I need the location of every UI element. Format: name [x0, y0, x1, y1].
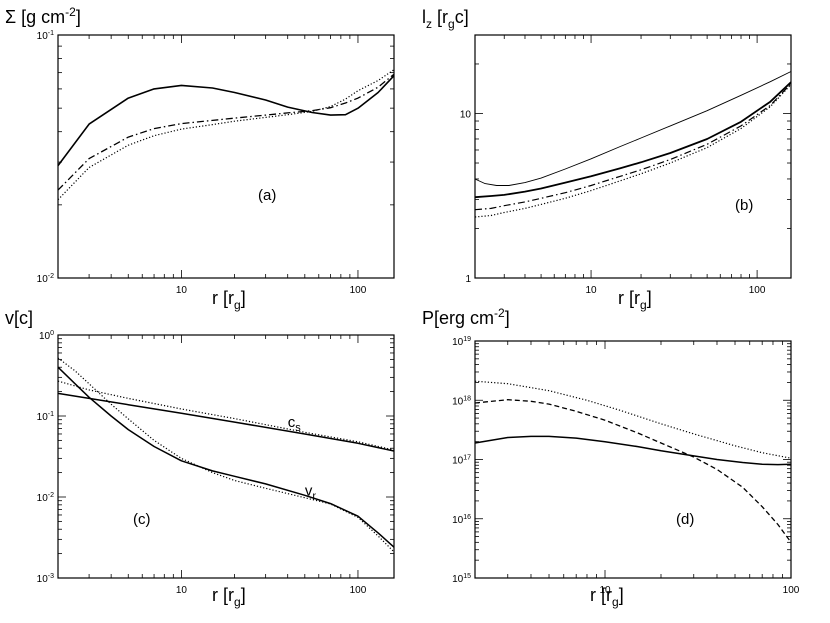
y-tick-label: 10 [460, 109, 472, 120]
series-dash-dot [57, 73, 395, 191]
panel-label: (b) [735, 197, 753, 214]
y-tick-label: 10-2 [37, 273, 54, 285]
x-tick-label: 10 [585, 285, 597, 296]
panel-c: 10 100 10-3 10-2 10-1 100 v[c] r [rg] (c) cs vr [5, 308, 395, 609]
x-tick-label: 100 [749, 285, 766, 296]
x-minor-ticks [474, 341, 792, 578]
series-cs-solid [57, 392, 395, 452]
series-dotted [474, 84, 792, 218]
series-vr-solid [57, 366, 395, 548]
panel-a: 10 100 10-2 10-1 Σ [g cm-2] r [rg] (a) [5, 5, 395, 312]
series-thick-solid [474, 81, 792, 199]
y-minor-ticks [475, 340, 791, 579]
plot-frame [57, 334, 395, 579]
x-tick-label: 10 [599, 585, 611, 596]
x-axis-title: r [rg] [212, 585, 246, 609]
y-tick-label: 10-1 [37, 30, 54, 42]
x-minor-ticks [57, 35, 359, 278]
x-tick-label: 10 [176, 585, 188, 596]
series-vr-dotted [57, 357, 395, 553]
panel-b: 10 100 1 10 lz [rgc] r [rg] (b) [422, 7, 792, 312]
y-tick-label: 1 [465, 274, 471, 285]
x-tick-label: 10 [176, 285, 188, 296]
x-axis-title: r [rg] [618, 288, 652, 312]
y-tick-label: 1015 [452, 573, 471, 585]
plot-frame [474, 340, 792, 579]
y-tick-label: 10-2 [37, 492, 54, 504]
y-axis-title: lz [rgc] [422, 7, 469, 31]
y-tick-label: 1019 [452, 336, 471, 348]
y-axis-title: P[erg cm-2] [422, 306, 510, 328]
x-tick-label: 100 [350, 285, 367, 296]
y-tick-label: 1017 [452, 455, 471, 467]
x-tick-label: 100 [350, 585, 367, 596]
y-tick-label: 100 [39, 330, 54, 342]
y-minor-ticks [475, 34, 791, 279]
series-dotted [57, 69, 395, 201]
y-tick-label: 1016 [452, 514, 471, 526]
series-thin-solid [474, 71, 792, 186]
panel-label: (d) [676, 511, 694, 528]
series-cs-dotted [57, 380, 395, 451]
plot-frame [57, 34, 395, 279]
y-axis-title: Σ [g cm-2] [5, 5, 81, 27]
series-solid [57, 75, 395, 167]
y-tick-label: 1018 [452, 395, 471, 407]
x-minor-ticks [474, 35, 758, 278]
y-tick-label: 10-3 [37, 573, 54, 585]
series-dotted-total [474, 380, 792, 459]
series-solid [474, 435, 792, 466]
curve-annotation: vr [305, 482, 317, 502]
series-dashed [474, 399, 792, 543]
panel-label: (c) [133, 511, 151, 528]
y-minor-ticks [58, 34, 394, 279]
panel-label: (a) [258, 187, 276, 204]
panel-d: 10 100 1015 1016 1017 1018 1019 P[erg cm-2] r [r… [422, 306, 800, 609]
x-axis-title: r [rg] [590, 585, 624, 609]
y-tick-label: 10-1 [37, 411, 54, 423]
series-dash-dot [474, 83, 792, 211]
x-axis-title: r [rg] [212, 288, 246, 312]
plot-frame [474, 34, 792, 279]
x-minor-ticks [57, 335, 359, 578]
x-tick-label: 100 [783, 585, 800, 596]
y-axis-title: v[c] [5, 308, 33, 328]
curve-annotation: cs [288, 414, 302, 434]
y-minor-ticks [58, 334, 394, 579]
